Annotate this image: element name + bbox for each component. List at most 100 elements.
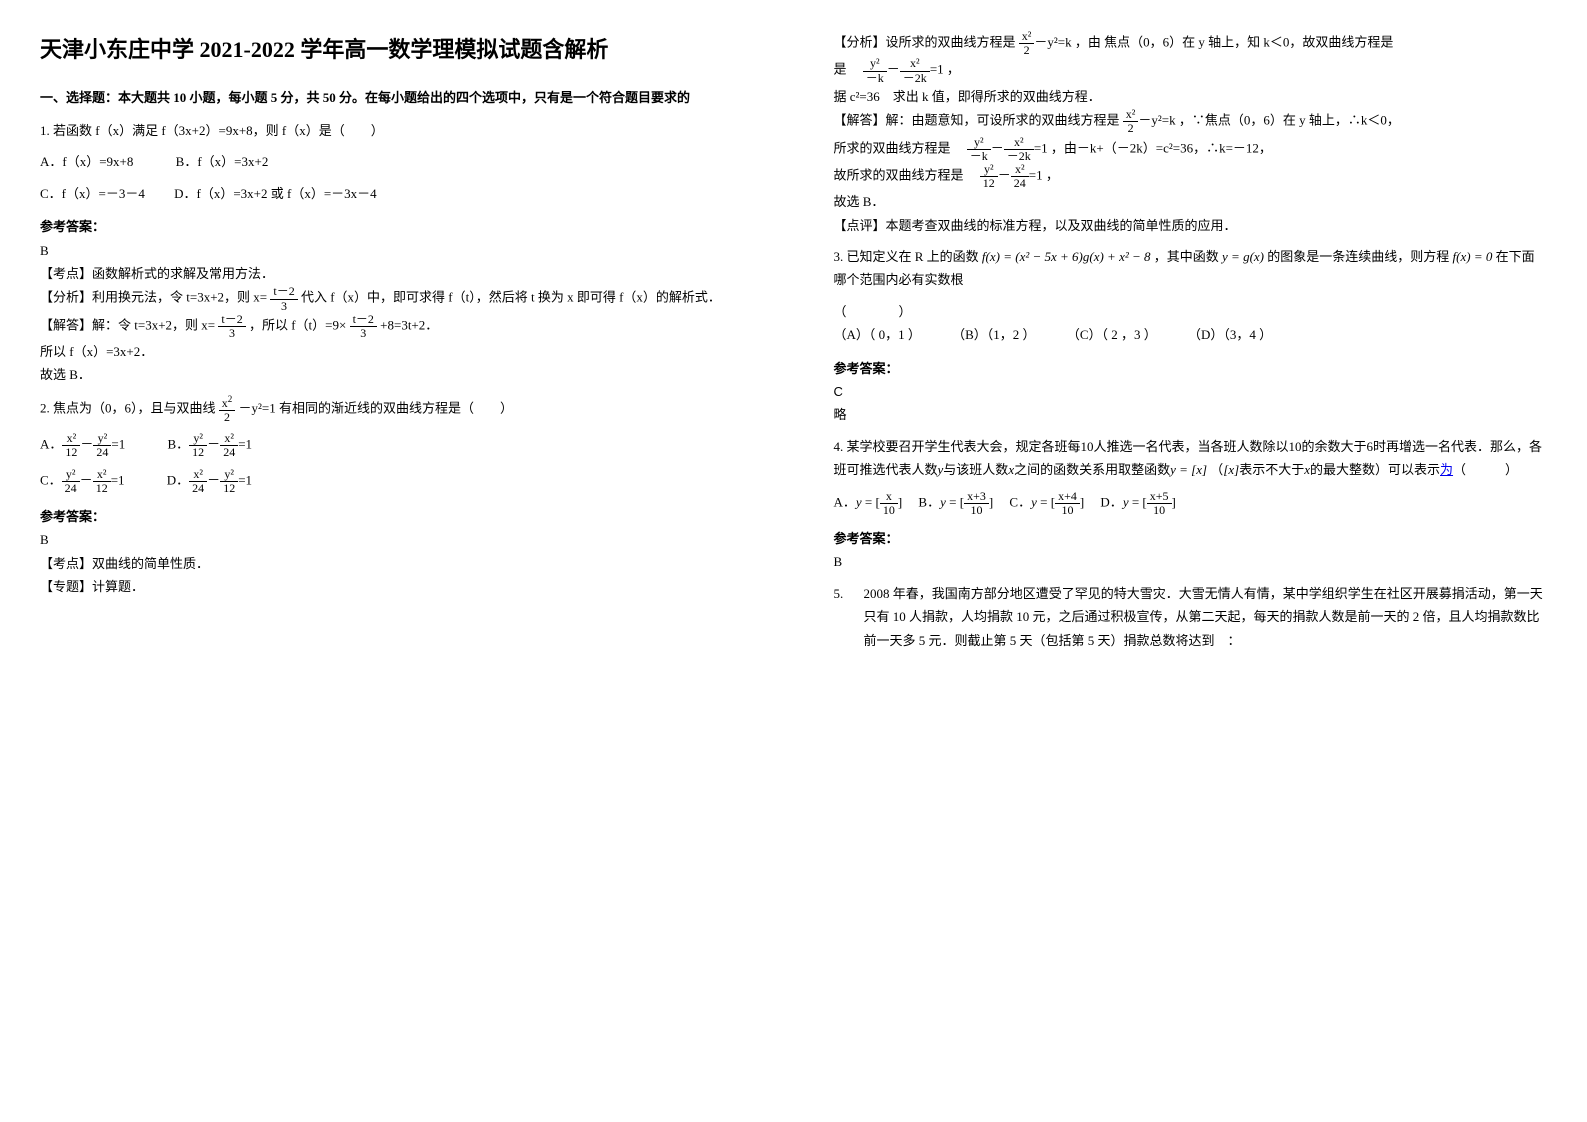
r1-dianping: 【点评】本题考查双曲线的标准方程，以及双曲线的简单性质的应用． xyxy=(834,214,1548,237)
r1-l2-suf: ， xyxy=(947,62,960,77)
q1-ans-label: 参考答案： xyxy=(40,215,754,238)
frac-den: 10 xyxy=(964,504,989,517)
frac-den: －2k xyxy=(900,72,930,85)
r1-eq3-l: y²12 xyxy=(980,163,998,190)
q1-opts-cd: C．f（x）=－3－4 D．f（x）=3x+2 或 f（x）=－3x－4 xyxy=(40,182,754,205)
q4-10b: 10 xyxy=(1289,439,1302,454)
frac-num: t－2 xyxy=(218,313,245,327)
q4-e: 与该班人数 xyxy=(943,462,1008,477)
q4c: x+410 xyxy=(1055,490,1080,517)
q4-ans: B xyxy=(834,550,1548,573)
frac-num: t－2 xyxy=(350,313,377,327)
q4b: x+310 xyxy=(964,490,989,517)
frac-num: x² xyxy=(1123,108,1139,122)
frac-num: x² xyxy=(1019,30,1035,44)
frac-num: x² xyxy=(220,432,238,446)
frac-den: 2 xyxy=(1019,44,1035,57)
frac-den: －k xyxy=(863,72,887,85)
q1-opts-ab: A．f（x）=9x+8 B．f（x）=3x+2 xyxy=(40,150,754,173)
frac-num: x² xyxy=(1011,163,1029,177)
q3-paren: （ ） xyxy=(834,300,1548,323)
q2-kaodian: 【考点】双曲线的简单性质． xyxy=(40,552,754,575)
eq-rhs: =1 xyxy=(238,437,252,452)
q2-stem-pre: 2. 焦点为（0，6），且与双曲线 xyxy=(40,401,216,416)
frac-den: 3 xyxy=(270,300,297,313)
r1-jd-pre: 【解答】解：由题意知，可设所求的双曲线方程是 xyxy=(834,113,1120,128)
frac-num: y² xyxy=(62,468,80,482)
r1-l6-pre: 故所求的双曲线方程是 xyxy=(834,168,977,183)
r1-fx-suf: ，由 焦点（0，6）在 y 轴上，知 k＜0，故双曲线方程是 xyxy=(1075,35,1394,50)
frac-den: 12 xyxy=(62,446,80,459)
q4-f: 之间的函数关系用取整函数 xyxy=(1014,462,1170,477)
frac-num: x+5 xyxy=(1147,490,1172,504)
q3-fx: f(x) = (x² − 5x + 6)g(x) + x² − 8 xyxy=(982,249,1151,264)
q1-opt-b: B．f（x）=3x+2 xyxy=(176,154,269,169)
q2b-l: y²12 xyxy=(189,432,207,459)
eq-rhs: =1 xyxy=(111,437,125,452)
q1-jd-line3: 故选 B． xyxy=(40,363,754,386)
frac-num: y² xyxy=(863,57,887,71)
q3-opt-b: （B）（1，2 ） xyxy=(952,327,1035,342)
q3-opt-d: （D）（3，4 ） xyxy=(1188,327,1272,342)
q2-opts-ab: A．x²12－y²24=1 B．y²12－x²24=1 xyxy=(40,432,754,459)
frac-num: x+4 xyxy=(1055,490,1080,504)
frac-num: x+3 xyxy=(964,490,989,504)
r1-fx-pre: 【分析】设所求的双曲线方程是 xyxy=(834,35,1016,50)
eq-rhs: =1 xyxy=(1034,140,1048,155)
frac-num: y² xyxy=(93,432,111,446)
q2-stem: 2. 焦点为（0，6），且与双曲线 x22 －y²=1 有相同的渐近线的双曲线方… xyxy=(40,395,754,424)
q3-suf: 的图象是一条连续曲线，则方程 xyxy=(1267,249,1449,264)
q2-ans: B xyxy=(40,528,754,551)
q4-10a: 10 xyxy=(1081,439,1094,454)
frac-den: 12 xyxy=(93,482,111,495)
q3-ans-label: 参考答案： xyxy=(834,357,1548,380)
q2c-r: x²12 xyxy=(93,468,111,495)
q1-stem: 1. 若函数 f（x）满足 f（3x+2）=9x+8，则 f（x）是（ ） xyxy=(40,119,754,142)
q4-ans-label: 参考答案： xyxy=(834,527,1548,550)
r1-eq2b-l: y²－k xyxy=(967,136,991,163)
frac-den: 24 xyxy=(189,482,207,495)
q1-frac-3: t－23 xyxy=(350,313,377,340)
q4-a: 4. 某学校要召开学生代表大会，规定各班每 xyxy=(834,439,1081,454)
frac-den: 24 xyxy=(220,446,238,459)
q1-fx-suf: 代入 f（x）中，即可求得 f（t），然后将 t 换为 x 即可得 f（x）的解… xyxy=(301,290,721,305)
eq-rhs: =1 xyxy=(1029,168,1043,183)
q3-mid: ，其中函数 xyxy=(1154,249,1219,264)
q3-opt-a: （A）（ 0，1 ） xyxy=(834,327,921,342)
r1-fenxi: 【分析】设所求的双曲线方程是 x²2－y²=k ，由 焦点（0，6）在 y 轴上… xyxy=(834,30,1548,57)
frac-num: x² xyxy=(62,432,80,446)
r1-jieda: 【解答】解：由题意知，可设所求的双曲线方程是 x²2－y²=k ，∵焦点（0，6… xyxy=(834,108,1548,135)
frac-num: x xyxy=(880,490,898,504)
q1-opt-a: A．f（x）=9x+8 xyxy=(40,154,133,169)
frac-num: y² xyxy=(220,468,238,482)
q4-c: 的余数大于 xyxy=(1302,439,1367,454)
q4-opts: A．y = [x10] B．y = [x+310] C．y = [x+410] … xyxy=(834,490,1548,517)
q2a-l: x²12 xyxy=(62,432,80,459)
q4-2a: （ xyxy=(1210,462,1223,477)
eq-rhs: －y²=k xyxy=(1034,35,1071,50)
frac-num: x² xyxy=(189,468,207,482)
q1-ans: B xyxy=(40,239,754,262)
q1-fenxi: 【分析】利用换元法，令 t=3x+2，则 x= t－23 代入 f（x）中，即可… xyxy=(40,285,754,312)
frac-num: x² xyxy=(900,57,930,71)
q3-opts: （A）（ 0，1 ） （B）（1，2 ） （C）（ 2 ，3 ） （D）（3，4… xyxy=(834,323,1548,346)
frac-num: x2 xyxy=(219,395,236,411)
frac-num: y² xyxy=(967,136,991,150)
frac-den: －k xyxy=(967,150,991,163)
left-column: 天津小东庄中学 2021-2022 学年高一数学理模拟试题含解析 一、选择题：本… xyxy=(0,0,794,1122)
q4-wei-link[interactable]: 为 xyxy=(1440,462,1453,477)
q5-body: 2008 年春，我国南方部分地区遭受了罕见的特大雪灾．大雪无情人有情，某中学组织… xyxy=(864,582,1548,652)
r1-line5: 所求的双曲线方程是 y²－k－x²－2k=1 ，由－k+（－2k）=c²=36，… xyxy=(834,136,1548,163)
q2-main-frac: x22 xyxy=(219,395,236,424)
q2-main-rhs: －y²=1 xyxy=(239,401,276,416)
frac-den: 2 xyxy=(1123,122,1139,135)
q2-ans-label: 参考答案： xyxy=(40,505,754,528)
r1-eq2-l: y²－k xyxy=(863,57,887,84)
frac-den: 12 xyxy=(189,446,207,459)
q3-stem: 3. 已知定义在 R 上的函数 f(x) = (x² − 5x + 6)g(x)… xyxy=(834,245,1548,292)
q2-zhuanti: 【专题】计算题． xyxy=(40,575,754,598)
frac-den: 10 xyxy=(880,504,898,517)
q1-opt-c: C．f（x）=－3－4 xyxy=(40,186,145,201)
r1-l2-pre: 是 xyxy=(834,62,860,77)
frac-den: 24 xyxy=(62,482,80,495)
